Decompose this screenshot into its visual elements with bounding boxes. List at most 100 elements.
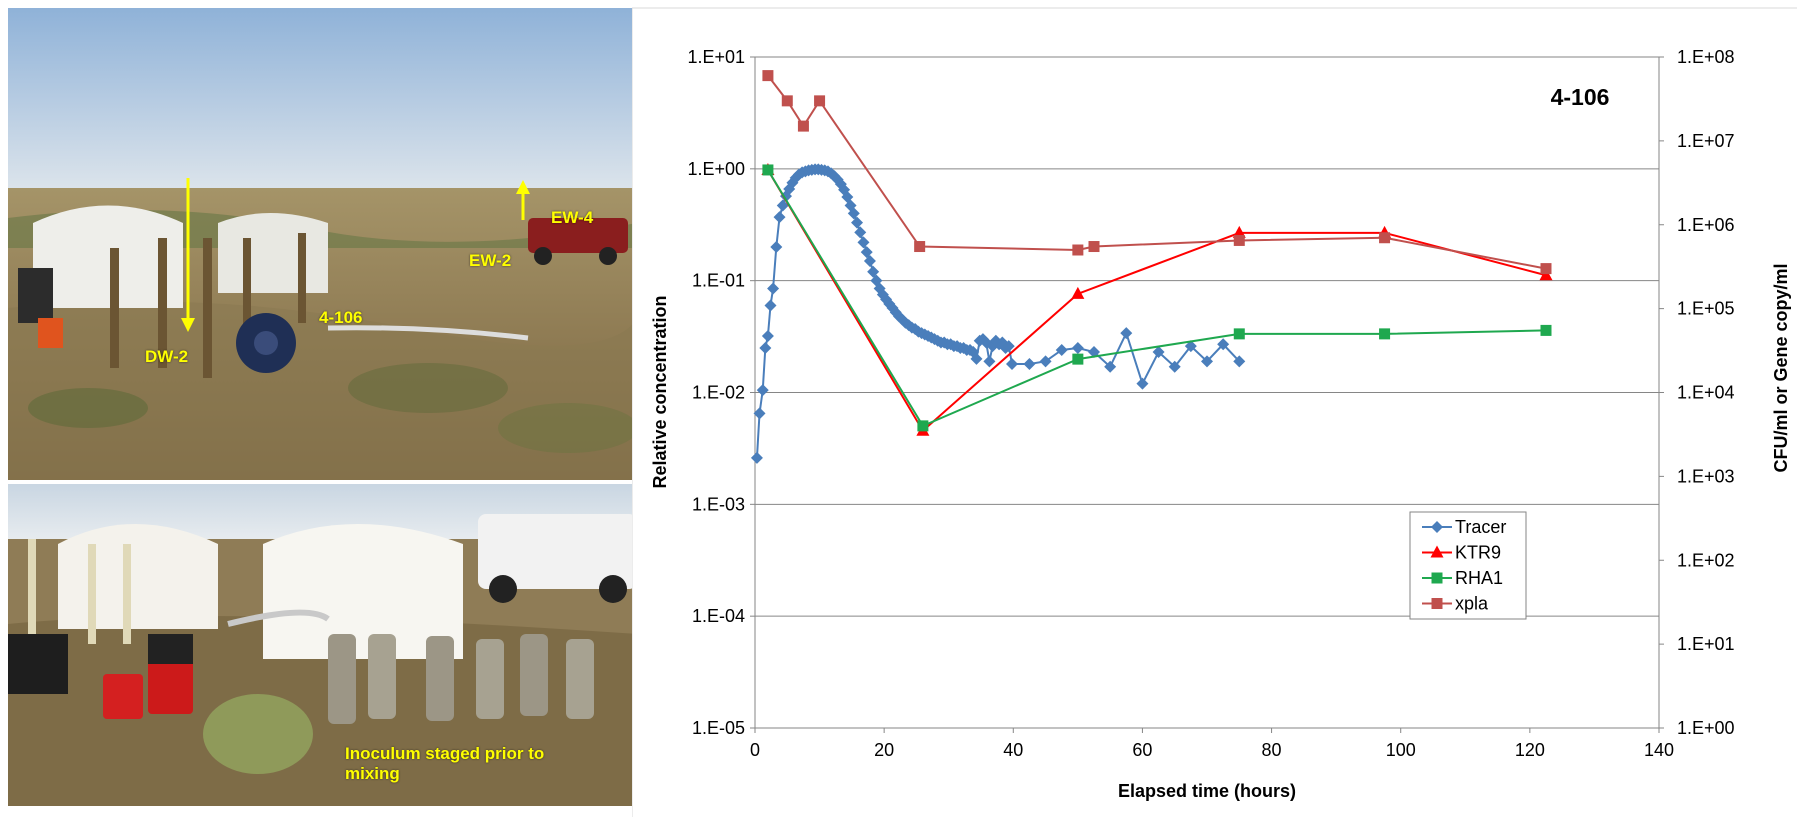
y2-tick-label: 1.E+00 [1677, 718, 1735, 738]
inoculum-photo: Inoculum staged prior to mixing [8, 484, 637, 806]
tracer-point [1071, 341, 1084, 354]
legend: Tracer KTR9 RHA1 xpla [1409, 511, 1527, 620]
y-tick-label: 1.E-03 [692, 494, 745, 514]
tracer-point [967, 346, 980, 359]
series-rha1 [762, 164, 1552, 432]
tracer-point [753, 407, 766, 420]
xpla-line [767, 74, 1547, 270]
tracer-point [770, 241, 783, 254]
tracer-point [767, 282, 780, 295]
tracer-point [896, 313, 909, 326]
series-layer [750, 70, 1553, 464]
y2-tick-label: 1.E+06 [1677, 215, 1735, 235]
y-tick-label: 1.E+00 [687, 159, 745, 179]
xpla-point [914, 241, 926, 253]
tracer-point [750, 451, 763, 464]
x-axis-title: Elapsed time (hours) [1118, 781, 1296, 801]
tracer-point [844, 199, 857, 212]
tracer-point [847, 207, 860, 220]
tracer-point [1055, 343, 1068, 356]
y2-tick-label: 1.E+05 [1677, 299, 1735, 319]
tracer-point [996, 336, 1009, 349]
y-tick-label: 1.E-02 [692, 383, 745, 403]
tracer-point [876, 288, 889, 301]
ktr9-point [1071, 286, 1085, 299]
legend-label: KTR9 [1455, 543, 1501, 563]
tracer-point [1217, 338, 1230, 351]
label-ew2: EW-2 [469, 251, 512, 270]
x-tick-label: 20 [874, 740, 894, 760]
ktr9-line [767, 169, 1547, 433]
label-well-4-106: 4-106 [319, 308, 363, 327]
legend-item-rha1: RHA1 [1422, 568, 1503, 588]
tracer-point [841, 190, 854, 203]
rha1-point [1379, 328, 1391, 340]
tracer-point [1168, 360, 1181, 373]
label-dw2: DW-2 [145, 347, 189, 366]
y-tick-label: 1.E-05 [692, 718, 745, 738]
tracer-point [838, 183, 851, 196]
y2-tick-label: 1.E+02 [1677, 550, 1735, 570]
tracer-point [1136, 377, 1149, 390]
ktr9-point [1232, 225, 1246, 238]
gridlines [755, 168, 1659, 617]
x-tick-label: 100 [1386, 740, 1416, 760]
tracer-bacteria-chart: 1.E-05 1.E-04 1.E-03 1.E-02 1.E-01 1.E+00 1.E+… [631, 0, 1797, 817]
tracer-point [970, 352, 983, 365]
legend-marker [1431, 521, 1443, 533]
xpla-point [797, 120, 809, 132]
x-tick-label: 40 [1003, 740, 1023, 760]
legend-item-ktr9: KTR9 [1422, 543, 1501, 563]
y2-tick-label: 1.E+01 [1677, 634, 1735, 654]
legend-marker [1431, 598, 1443, 609]
tracer-point [1002, 340, 1015, 353]
tracer-point [1104, 360, 1117, 373]
y2-tick-label: 1.E+03 [1677, 466, 1735, 486]
x-tick-label: 0 [750, 740, 760, 760]
legend-label: RHA1 [1455, 568, 1503, 588]
y2-tick-label: 1.E+04 [1677, 383, 1735, 403]
series-xpla [762, 70, 1552, 275]
rha1-point [762, 164, 774, 176]
field-site-photo-illustration [8, 8, 637, 480]
tracer-point [1201, 355, 1213, 368]
tracer-point [889, 306, 902, 319]
tracer-point [867, 265, 880, 278]
legend-label: Tracer [1455, 517, 1506, 537]
tracer-point [764, 299, 777, 312]
tracer-point [851, 216, 864, 229]
legend-item-xpla: xpla [1422, 594, 1489, 614]
inoculum-photo-illustration [8, 484, 637, 806]
legend-item-tracer: Tracer [1422, 517, 1506, 537]
y2-tick-label: 1.E+08 [1677, 47, 1735, 67]
tracer-point [759, 341, 772, 354]
tracer-point [863, 254, 876, 267]
tracer-point [756, 384, 769, 397]
axis-ticks: 1.E-05 1.E-04 1.E-03 1.E-02 1.E-01 1.E+00 1.E+… [687, 47, 1734, 760]
legend-marker [1430, 545, 1444, 558]
tracer-point [983, 355, 996, 368]
tracer-point [1005, 357, 1018, 370]
tracer-point [776, 199, 789, 212]
xpla-point [1540, 263, 1552, 275]
chart-svg: 1.E-05 1.E-04 1.E-03 1.E-02 1.E-01 1.E+00 1.E+… [631, 0, 1797, 817]
xpla-point [1233, 234, 1245, 246]
legend-box [1409, 511, 1527, 620]
chart-title: 4-106 [1551, 84, 1610, 110]
tracer-point [1023, 357, 1036, 370]
rha1-line [767, 169, 1547, 428]
xpla-point [814, 95, 826, 107]
y-tick-label: 1.E-04 [692, 606, 745, 626]
rha1-point [1540, 324, 1552, 336]
xpla-point [762, 70, 774, 82]
x-tick-label: 80 [1262, 740, 1282, 760]
y-axis-title: Relative concentration [650, 295, 670, 488]
tracer-point [883, 297, 896, 310]
xpla-point [781, 95, 793, 107]
x-tick-label: 60 [1132, 740, 1152, 760]
tracer-point [854, 226, 867, 239]
inoculum-caption: Inoculum staged prior to mixing [345, 744, 545, 783]
tracer-point [1184, 340, 1197, 353]
y-tick-label: 1.E-01 [692, 271, 745, 291]
y-tick-label: 1.E+01 [687, 47, 745, 67]
